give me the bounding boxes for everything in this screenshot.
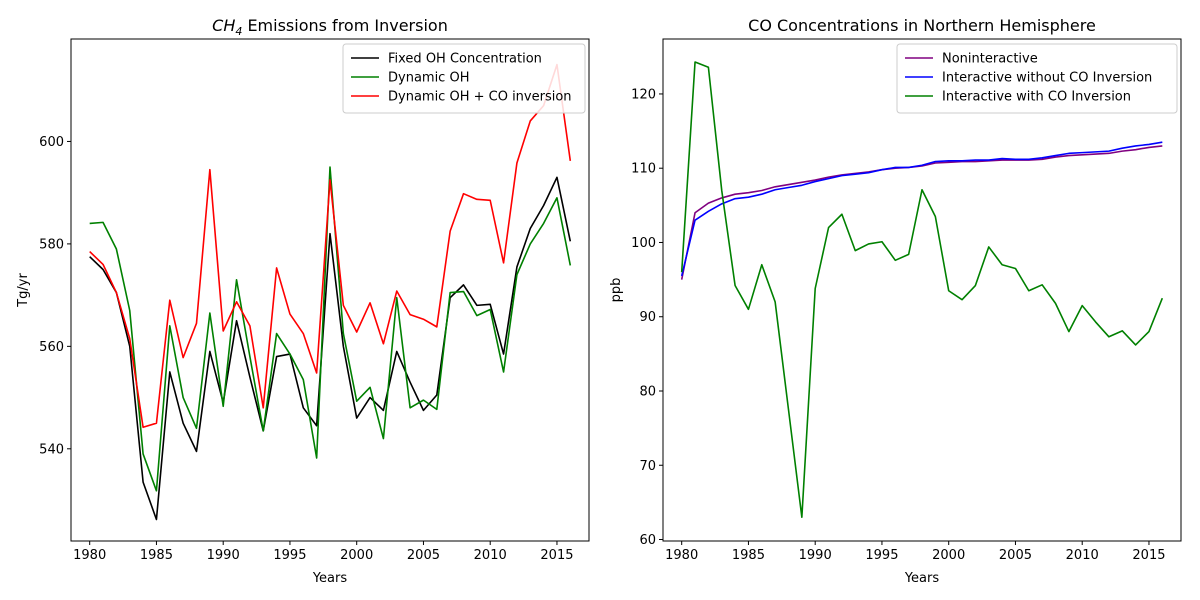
- legend: Fixed OH Concentration Dynamic OH Dynamic …: [342, 43, 586, 114]
- x-tick-label: 2000: [932, 548, 965, 563]
- x-tick-label: 2000: [340, 548, 373, 563]
- plot-frame: [70, 38, 590, 542]
- x-tick-label: 1985: [732, 548, 765, 563]
- x-tick-label: 1990: [799, 548, 832, 563]
- x-tick-label: 1980: [73, 548, 106, 563]
- series-lines: [89, 63, 572, 521]
- y-tick-label: 90: [639, 310, 656, 325]
- x-tick-label: 1980: [665, 548, 698, 563]
- y-tick-label: 600: [39, 135, 64, 150]
- x-tick-label: 2005: [407, 548, 440, 563]
- x-axis-label: Years: [904, 571, 940, 586]
- legend-box: [896, 43, 1178, 114]
- plot-frame: [662, 38, 1182, 542]
- legend-entry: Interactive with CO Inversion: [942, 90, 1131, 105]
- chart-title: CO Concentrations in Northern Hemisphere: [748, 16, 1096, 35]
- series-line-2: [680, 61, 1164, 519]
- x-tick-label: 1990: [207, 548, 240, 563]
- y-axis-label: ppb: [609, 278, 624, 303]
- x-tick-label: 2005: [999, 548, 1032, 563]
- x-ticks: 1980 1985 1990 1995 2000 2005 2010 2015: [73, 541, 574, 563]
- legend-entry: Dynamic OH: [388, 71, 469, 86]
- legend-entry: Interactive without CO Inversion: [942, 71, 1152, 86]
- x-tick-label: 1985: [140, 548, 173, 563]
- y-tick-label: 80: [639, 384, 656, 399]
- series-line-1: [680, 141, 1163, 277]
- x-ticks: 1980 1985 1990 1995 2000 2005 2010 2015: [665, 541, 1166, 563]
- y-ticks: 60 70 80 90 100 110 120: [631, 87, 663, 548]
- y-tick-label: 540: [39, 442, 64, 457]
- y-tick-label: 580: [39, 237, 64, 252]
- co-concentration-chart: CO Concentrations in Northern Hemisphere…: [609, 16, 1182, 586]
- y-tick-label: 100: [631, 236, 656, 251]
- legend-entry: Fixed OH Concentration: [388, 52, 542, 67]
- y-axis-label: Tg/yr: [16, 273, 31, 308]
- y-tick-label: 120: [631, 87, 656, 102]
- y-ticks: 540 560 580 600: [39, 135, 71, 457]
- legend: Noninteractive Interactive without CO Inv…: [896, 43, 1178, 114]
- x-tick-label: 2015: [540, 548, 573, 563]
- x-tick-label: 1995: [865, 548, 898, 563]
- legend-box: [342, 43, 586, 114]
- series-line-2: [89, 63, 572, 429]
- legend-entry: Noninteractive: [942, 52, 1038, 67]
- y-tick-label: 560: [39, 340, 64, 355]
- series-lines: [680, 61, 1164, 519]
- title-rest: Emissions from Inversion: [242, 16, 447, 35]
- legend-entry: Dynamic OH + CO inversion: [388, 90, 572, 105]
- series-line-0: [89, 176, 572, 521]
- y-tick-label: 110: [631, 162, 656, 177]
- x-tick-label: 2015: [1132, 548, 1165, 563]
- x-axis-label: Years: [312, 571, 348, 586]
- y-tick-label: 70: [639, 459, 656, 474]
- y-tick-label: 60: [639, 533, 656, 548]
- title-ch-part: CH: [212, 16, 235, 35]
- series-line-1: [89, 166, 572, 492]
- x-tick-label: 1995: [273, 548, 306, 563]
- chart-title: CH4 Emissions from Inversion: [212, 16, 448, 38]
- title-subscript: 4: [235, 25, 242, 38]
- ch4-emissions-chart: CH4 Emissions from Inversion Years Tg/yr…: [16, 16, 590, 586]
- x-tick-label: 2010: [1066, 548, 1099, 563]
- x-tick-label: 2010: [474, 548, 507, 563]
